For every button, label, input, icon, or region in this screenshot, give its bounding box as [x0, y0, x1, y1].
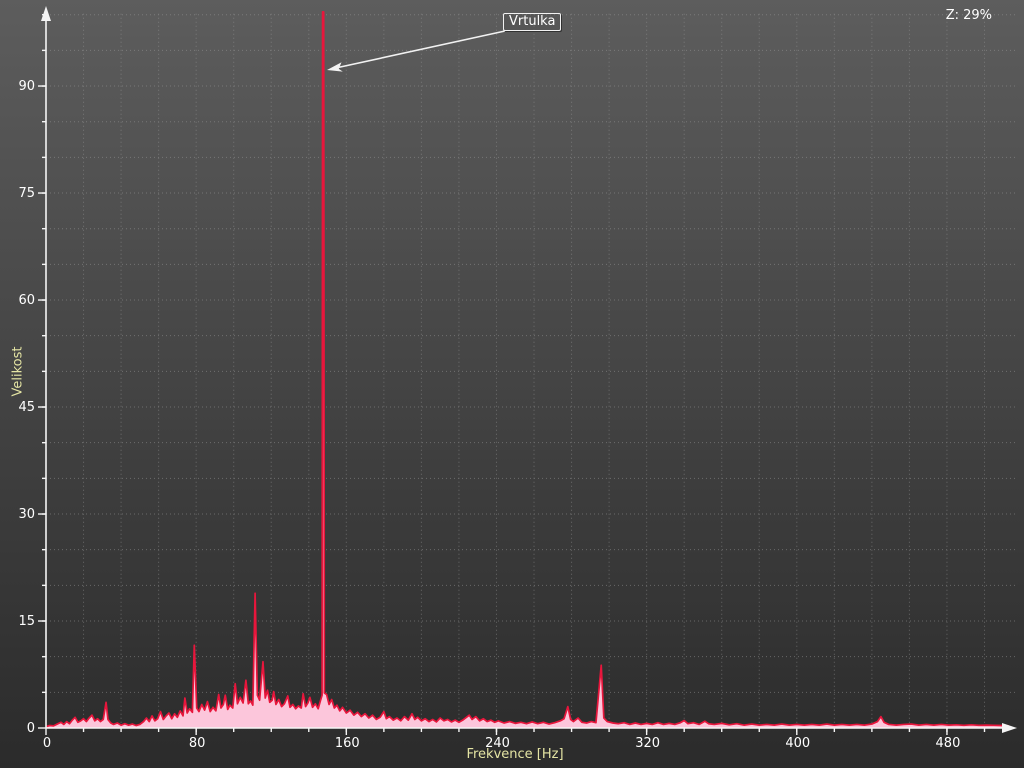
- arrowhead-icon: [327, 62, 343, 72]
- tick-labels: 0 15 30 45 60 75 90 0 80 160 240 320 400 480: [18, 79, 960, 751]
- peak-annotation-label[interactable]: Vrtulka: [503, 13, 562, 31]
- spectrum-line: [45, 11, 1009, 728]
- zoom-level-indicator: Z: 29%: [945, 8, 992, 23]
- x-axis-arrow-icon: [1002, 723, 1017, 733]
- x-tick-label: 80: [189, 736, 206, 751]
- ticks: [38, 13, 986, 735]
- y-tick-label: 75: [18, 186, 35, 201]
- y-axis-arrow-icon: [41, 6, 51, 21]
- y-tick-label: 45: [18, 400, 35, 415]
- axes: [45, 20, 1004, 729]
- y-tick-label: 60: [18, 293, 35, 308]
- x-tick-label: 240: [485, 736, 510, 751]
- annotation-arrow: [327, 30, 506, 72]
- x-tick-label: 400: [785, 736, 810, 751]
- x-tick-label: 0: [43, 736, 51, 751]
- x-tick-label: 480: [936, 736, 961, 751]
- x-tick-label: 320: [635, 736, 660, 751]
- x-tick-label: 160: [335, 736, 360, 751]
- x-axis-title: Frekvence [Hz]: [466, 747, 564, 762]
- y-tick-label: 15: [18, 614, 35, 629]
- y-tick-label: 30: [18, 507, 35, 522]
- peak-annotation-text: Vrtulka: [509, 14, 556, 29]
- y-tick-label: 0: [27, 721, 35, 736]
- y-axis-title: Velikost: [10, 346, 26, 397]
- y-tick-label: 90: [18, 79, 35, 94]
